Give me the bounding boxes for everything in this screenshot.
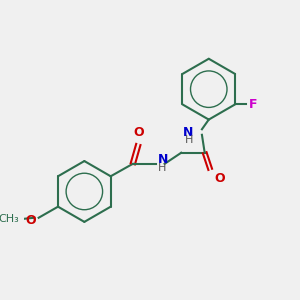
Text: H: H — [185, 135, 194, 145]
Text: F: F — [249, 98, 257, 111]
Text: O: O — [25, 214, 36, 227]
Text: O: O — [214, 172, 225, 185]
Text: N: N — [183, 125, 194, 139]
Text: O: O — [133, 126, 144, 139]
Text: N: N — [158, 153, 168, 166]
Text: H: H — [158, 163, 166, 173]
Text: CH₃: CH₃ — [0, 214, 19, 224]
